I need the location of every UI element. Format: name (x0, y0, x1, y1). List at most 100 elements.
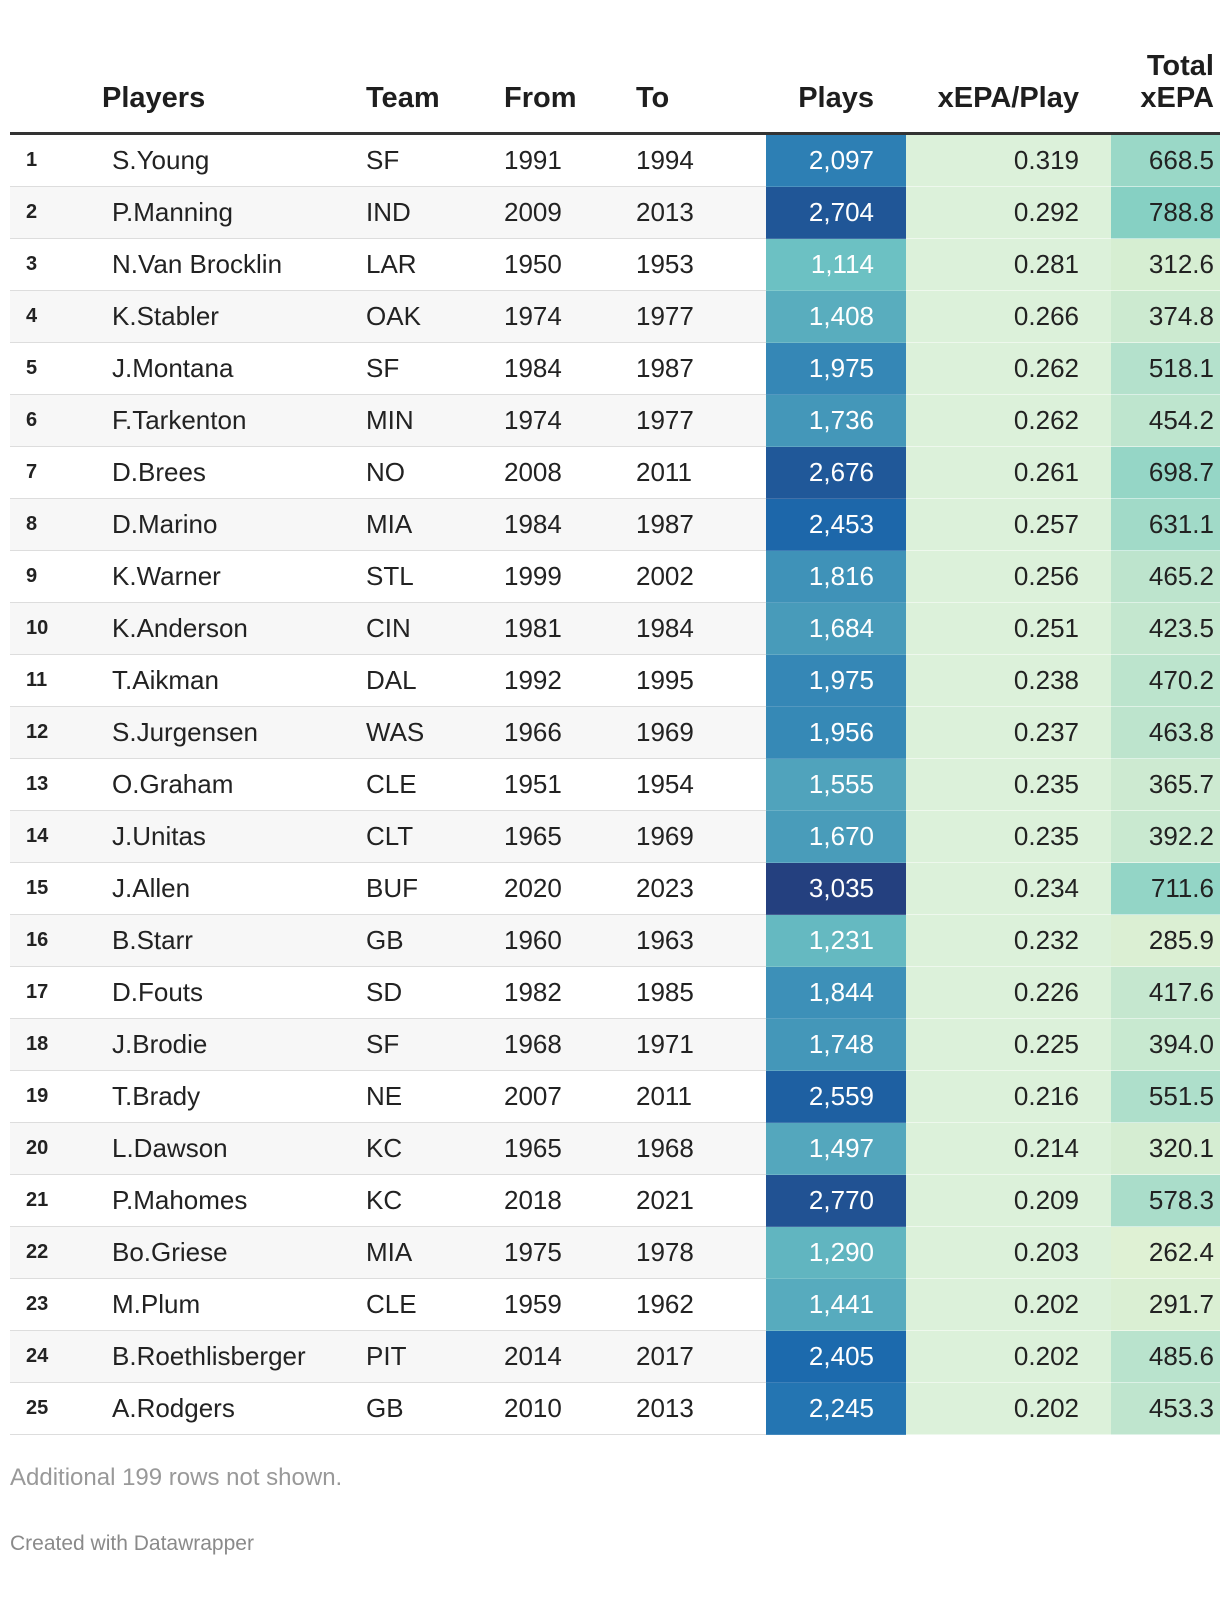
total-xepa-cell: 788.8 (1111, 186, 1220, 239)
rows-not-shown-note: Additional 199 rows not shown. (10, 1464, 343, 1491)
total-xepa-cell: 394.0 (1111, 1018, 1220, 1071)
team-cell: SD (366, 966, 504, 1019)
rank-cell: 6 (10, 394, 104, 447)
table-row: 23 M.Plum CLE 1959 1962 1,441 0.202 291.7 (10, 1278, 1220, 1331)
xepa-play-cell: 0.238 (906, 654, 1111, 707)
table-row: 10 K.Anderson CIN 1981 1984 1,684 0.251 423.5 (10, 602, 1220, 655)
team-cell: BUF (366, 862, 504, 915)
to-cell: 2011 (636, 1070, 766, 1123)
table-row: 20 L.Dawson KC 1965 1968 1,497 0.214 320.1 (10, 1122, 1220, 1175)
header-players[interactable]: Players (10, 40, 272, 135)
to-cell: 1985 (636, 966, 766, 1019)
total-xepa-cell: 453.3 (1111, 1382, 1220, 1435)
table-row: 4 K.Stabler OAK 1974 1977 1,408 0.266 374.8 (10, 290, 1220, 343)
table-row: 18 J.Brodie SF 1968 1971 1,748 0.225 394.0 (10, 1018, 1220, 1071)
plays-cell: 2,770 (766, 1174, 906, 1227)
player-cell: N.Van Brocklin (104, 238, 366, 291)
table-row: 12 S.Jurgensen WAS 1966 1969 1,956 0.237 463.8 (10, 706, 1220, 759)
xepa-play-cell: 0.202 (906, 1278, 1111, 1331)
plays-cell: 2,676 (766, 446, 906, 499)
to-cell: 1977 (636, 290, 766, 343)
from-cell: 1981 (504, 602, 636, 655)
team-cell: CLE (366, 1278, 504, 1331)
player-cell: J.Unitas (104, 810, 366, 863)
header-total-line1: Total (1146, 50, 1214, 82)
from-cell: 2020 (504, 862, 636, 915)
player-cell: D.Brees (104, 446, 366, 499)
total-xepa-cell: 423.5 (1111, 602, 1220, 655)
rank-cell: 15 (10, 862, 104, 915)
plays-cell: 1,497 (766, 1122, 906, 1175)
xepa-play-cell: 0.251 (906, 602, 1111, 655)
plays-cell: 2,559 (766, 1070, 906, 1123)
header-total-xepa[interactable]: Total xEPA (1111, 40, 1220, 135)
team-cell: MIN (366, 394, 504, 447)
to-cell: 2011 (636, 446, 766, 499)
xepa-play-cell: 0.225 (906, 1018, 1111, 1071)
team-cell: KC (366, 1174, 504, 1227)
plays-cell: 3,035 (766, 862, 906, 915)
rank-cell: 5 (10, 342, 104, 395)
total-xepa-cell: 631.1 (1111, 498, 1220, 551)
plays-cell: 2,453 (766, 498, 906, 551)
header-plays[interactable]: Plays (766, 40, 906, 135)
player-cell: J.Allen (104, 862, 366, 915)
rank-cell: 4 (10, 290, 104, 343)
to-cell: 1978 (636, 1226, 766, 1279)
total-xepa-cell: 365.7 (1111, 758, 1220, 811)
total-xepa-cell: 551.5 (1111, 1070, 1220, 1123)
header-from[interactable]: From (504, 40, 636, 135)
player-cell: K.Anderson (104, 602, 366, 655)
xepa-play-cell: 0.262 (906, 394, 1111, 447)
from-cell: 1974 (504, 394, 636, 447)
xepa-play-cell: 0.257 (906, 498, 1111, 551)
team-cell: MIA (366, 1226, 504, 1279)
header-row: Players Team From To Plays xEPA/Play Tot… (10, 40, 1220, 135)
team-cell: CLT (366, 810, 504, 863)
team-cell: KC (366, 1122, 504, 1175)
to-cell: 2017 (636, 1330, 766, 1383)
table-row: 21 P.Mahomes KC 2018 2021 2,770 0.209 578.3 (10, 1174, 1220, 1227)
plays-cell: 1,408 (766, 290, 906, 343)
to-cell: 1954 (636, 758, 766, 811)
to-cell: 1977 (636, 394, 766, 447)
table-row: 17 D.Fouts SD 1982 1985 1,844 0.226 417.6 (10, 966, 1220, 1019)
players-table: Players Team From To Plays xEPA/Play Tot… (10, 40, 1220, 1435)
from-cell: 1999 (504, 550, 636, 603)
team-cell: IND (366, 186, 504, 239)
plays-cell: 2,704 (766, 186, 906, 239)
table-row: 2 P.Manning IND 2009 2013 2,704 0.292 788.8 (10, 186, 1220, 239)
team-cell: PIT (366, 1330, 504, 1383)
to-cell: 2023 (636, 862, 766, 915)
from-cell: 1959 (504, 1278, 636, 1331)
table-row: 13 O.Graham CLE 1951 1954 1,555 0.235 365.7 (10, 758, 1220, 811)
team-cell: DAL (366, 654, 504, 707)
header-team[interactable]: Team (366, 40, 504, 135)
total-xepa-cell: 291.7 (1111, 1278, 1220, 1331)
rank-cell: 17 (10, 966, 104, 1019)
to-cell: 1969 (636, 706, 766, 759)
total-xepa-cell: 262.4 (1111, 1226, 1220, 1279)
plays-cell: 1,736 (766, 394, 906, 447)
player-cell: J.Brodie (104, 1018, 366, 1071)
rank-cell: 24 (10, 1330, 104, 1383)
table-row: 11 T.Aikman DAL 1992 1995 1,975 0.238 470.2 (10, 654, 1220, 707)
header-to[interactable]: To (636, 40, 766, 135)
rank-cell: 9 (10, 550, 104, 603)
plays-cell: 1,555 (766, 758, 906, 811)
from-cell: 1960 (504, 914, 636, 967)
datawrapper-credit: Created with Datawrapper (10, 1532, 254, 1555)
from-cell: 1992 (504, 654, 636, 707)
xepa-play-cell: 0.262 (906, 342, 1111, 395)
total-xepa-cell: 711.6 (1111, 862, 1220, 915)
plays-cell: 1,670 (766, 810, 906, 863)
to-cell: 2021 (636, 1174, 766, 1227)
header-total-line2: xEPA (1140, 82, 1214, 114)
rank-cell: 10 (10, 602, 104, 655)
rank-cell: 19 (10, 1070, 104, 1123)
total-xepa-cell: 470.2 (1111, 654, 1220, 707)
xepa-play-cell: 0.203 (906, 1226, 1111, 1279)
header-xepa-play[interactable]: xEPA/Play (906, 40, 1111, 135)
player-cell: L.Dawson (104, 1122, 366, 1175)
team-cell: SF (366, 1018, 504, 1071)
